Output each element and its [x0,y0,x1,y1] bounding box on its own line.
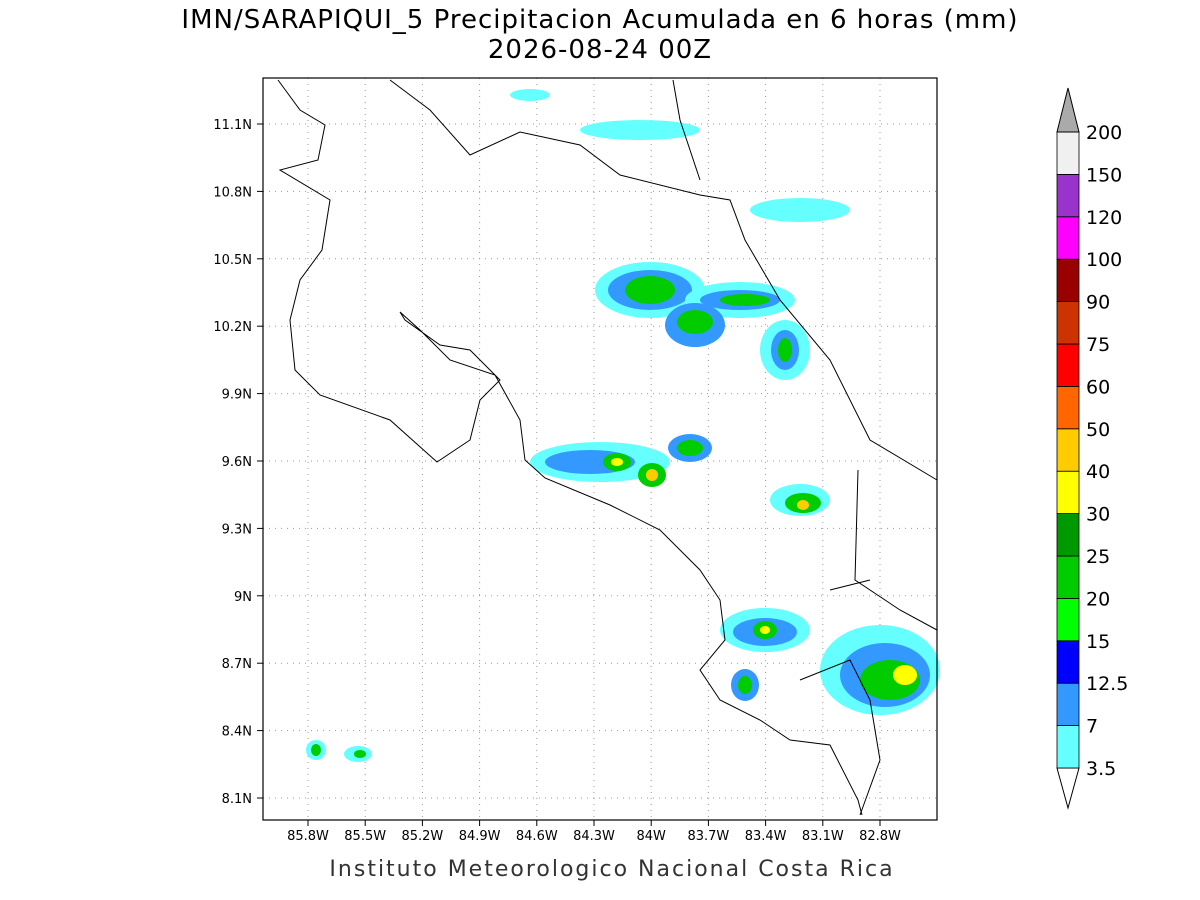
colorbar-label: 150 [1086,164,1122,186]
precipitation-field [306,89,940,762]
lat-label: 9.3N [222,522,252,537]
lat-label: 10.8N [213,185,252,200]
map-frame [262,77,938,821]
colorbar-segment [1056,598,1080,642]
colorbar-segment [1056,216,1080,260]
colorbar-triangle [1056,87,1080,133]
lon-label: 84.6W [516,829,558,844]
colorbar-segment [1056,343,1080,387]
colorbar-label: 200 [1086,122,1122,144]
colorbar-segment [1056,385,1080,430]
lat-label: 10.2N [213,320,252,335]
colorbar-segment [1056,173,1080,218]
colorbar-segment [1056,131,1080,175]
colorbar-label: 20 [1086,588,1110,610]
lon-label: 84.9W [459,829,501,844]
lat-label: 9N [234,590,252,605]
graticule: 11.1N 10.8N 10.5N 10.2N 9.9N 9.6N 9.3N 9N 8.7N 8.… [213,78,937,844]
colorbar-segment [1056,301,1080,345]
title: IMN/SARAPIQUI_5 Precipitacion Acumulada … [181,5,1018,35]
colorbar-label: 40 [1086,461,1110,483]
lat-label: 8.7N [222,657,252,672]
colorbar-label: 60 [1086,376,1110,398]
colorbar-segment [1056,640,1080,684]
colorbar-segment [1056,555,1080,599]
lon-label: 83.4W [745,829,787,844]
colorbar-label: 25 [1086,546,1110,568]
lon-label: 85.5W [344,829,386,844]
lon-label: 84W [636,829,666,844]
lon-label: 85.8W [287,829,329,844]
colorbar: 3.5 7 12.5 15 20 25 30 40 50 60 75 90 100 120 150 200 [1056,87,1128,810]
colorbar-segment [1056,470,1080,515]
lat-label: 9.6N [222,455,252,470]
lon-label: 84.3W [573,829,615,844]
colorbar-label: 3.5 [1086,758,1116,780]
lat-label: 8.4N [222,725,252,740]
lon-label: 83.7W [687,829,729,844]
lon-label: 83.1W [802,829,844,844]
footer: Instituto Meteorologico Nacional Costa R… [329,857,894,882]
colorbar-label: 120 [1086,207,1122,229]
colorbar-label: 7 [1086,716,1098,738]
colorbar-label: 30 [1086,504,1110,526]
colorbar-triangle [1056,767,1080,810]
lat-label: 8.1N [222,792,252,807]
lat-label: 11.1N [213,118,252,133]
colorbar-segment [1056,725,1080,769]
subtitle: 2026-08-24 00Z [488,35,712,65]
colorbar-label: 50 [1086,419,1110,441]
colorbar-segment [1056,428,1080,472]
colorbar-label: 15 [1086,631,1110,653]
colorbar-label: 90 [1086,292,1110,314]
colorbar-segment [1056,513,1080,557]
lat-label: 10.5N [213,253,252,268]
colorbar-segment [1056,682,1080,727]
colorbar-segment [1056,258,1080,303]
lat-label: 9.9N [222,388,252,403]
lon-label: 85.2W [401,829,443,844]
colorbar-label: 12.5 [1086,673,1128,695]
lon-label: 82.8W [859,829,901,844]
colorbar-label: 100 [1086,249,1122,271]
precip-blob [306,89,940,762]
coastline [277,79,863,816]
border [389,79,938,816]
colorbar-label: 75 [1086,334,1110,356]
